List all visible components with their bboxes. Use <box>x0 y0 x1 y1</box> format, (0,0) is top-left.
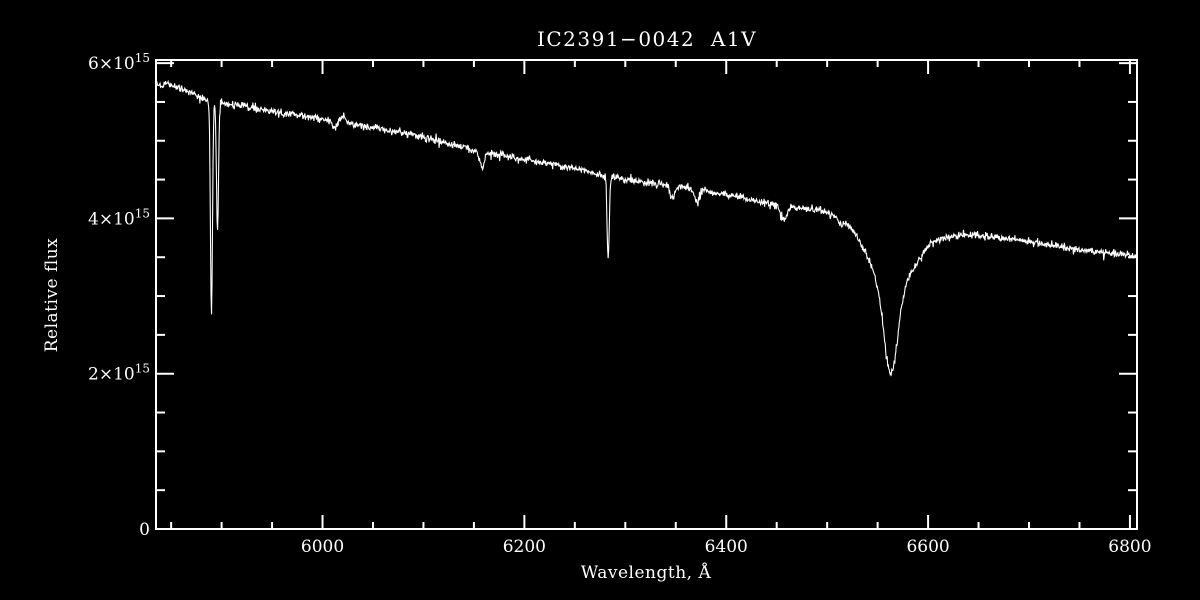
x-tick-label: 6600 <box>906 537 949 557</box>
x-tick-label: 6400 <box>705 537 748 557</box>
x-tick-label: 6800 <box>1108 537 1151 557</box>
plot-title: IC2391−0042 A1V <box>537 27 757 51</box>
x-tick-label: 6200 <box>503 537 546 557</box>
y-axis-label: Relative flux <box>42 238 62 353</box>
y-tick-label: 6×1015 <box>88 51 150 74</box>
x-tick-label: 6000 <box>301 537 344 557</box>
x-axis-label: Wavelength, Å <box>581 562 712 583</box>
spectrum-trace <box>157 79 1136 377</box>
axes: 6000 6200 6400 6600 6800 0 2×1015 4×1015 6×1015 <box>88 51 1152 557</box>
plot-box <box>155 59 1138 530</box>
y-tick-label: 4×1015 <box>88 206 150 229</box>
spectrum-trace-layer <box>157 79 1136 377</box>
y-tick-label: 2×1015 <box>88 362 150 385</box>
y-tick-label: 0 <box>139 520 150 540</box>
